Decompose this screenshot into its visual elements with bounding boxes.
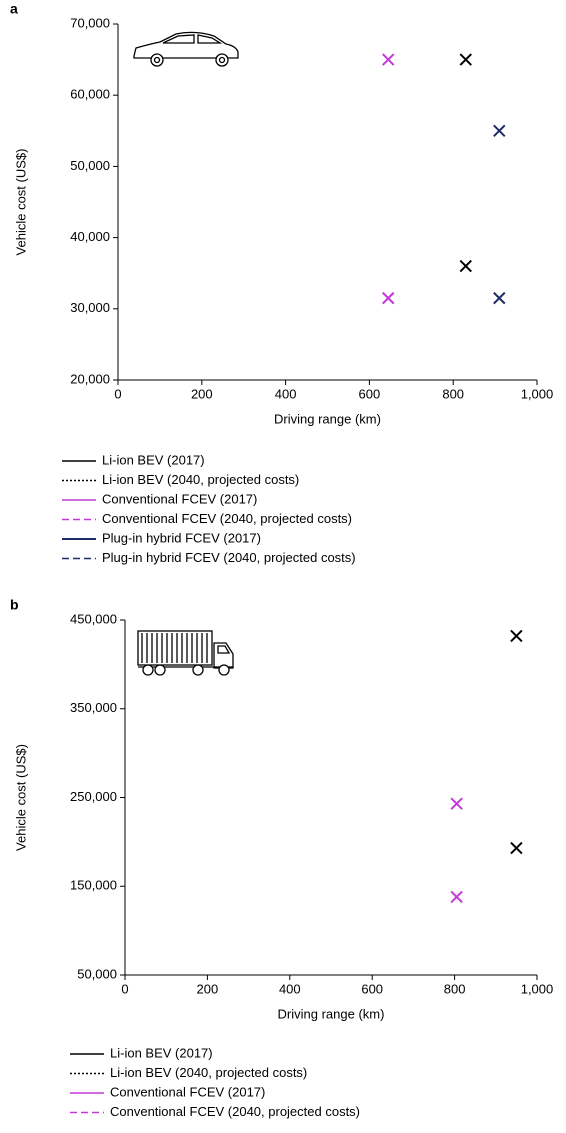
y-tick-label: 40,000 [70, 229, 110, 244]
x-tick-label: 0 [114, 386, 121, 401]
end-marker [510, 629, 523, 643]
legend-label: Conventional FCEV (2040, projected costs… [110, 1104, 360, 1119]
x-tick-label: 200 [191, 386, 213, 401]
legend-label: Conventional FCEV (2017) [110, 1084, 265, 1099]
x-tick-label: 800 [444, 981, 466, 996]
x-tick-label: 600 [361, 981, 383, 996]
x-axis-label: Driving range (km) [278, 1006, 385, 1021]
end-marker [510, 841, 523, 855]
end-marker [493, 124, 506, 138]
y-tick-label: 250,000 [70, 789, 117, 804]
legend-label: Li-ion BEV (2040, projected costs) [102, 472, 299, 487]
y-axis-label: Vehicle cost (US$) [13, 744, 28, 851]
legend-label: Conventional FCEV (2017) [102, 491, 257, 506]
truck-icon [137, 630, 234, 676]
panel-label: b [10, 597, 19, 613]
legend-label: Li-ion BEV (2040, projected costs) [110, 1065, 307, 1080]
end-marker [459, 53, 472, 66]
y-tick-label: 150,000 [70, 878, 117, 893]
y-tick-label: 450,000 [70, 611, 117, 626]
y-axis-label: Vehicle cost (US$) [13, 149, 28, 256]
end-marker [450, 797, 463, 810]
car-icon [133, 31, 239, 67]
legend-label: Plug-in hybrid FCEV (2017) [102, 530, 261, 545]
x-tick-label: 0 [121, 981, 128, 996]
x-tick-label: 400 [279, 981, 301, 996]
y-tick-label: 70,000 [70, 15, 110, 30]
x-axis-label: Driving range (km) [274, 411, 381, 426]
x-tick-label: 800 [442, 386, 464, 401]
end-marker [493, 291, 506, 305]
panel-label: a [10, 1, 18, 17]
legend-label: Li-ion BEV (2017) [102, 452, 205, 467]
y-tick-label: 50,000 [77, 966, 117, 981]
x-tick-label: 200 [197, 981, 219, 996]
legend-label: Conventional FCEV (2040, projected costs… [102, 511, 352, 526]
x-tick-label: 1,000 [521, 981, 554, 996]
end-marker [382, 291, 395, 305]
end-marker [382, 53, 395, 66]
y-tick-label: 60,000 [70, 87, 110, 102]
x-tick-label: 600 [359, 386, 381, 401]
legend-label: Plug-in hybrid FCEV (2040, projected cos… [102, 550, 356, 565]
legend-label: Li-ion BEV (2017) [110, 1045, 213, 1060]
end-marker [459, 259, 472, 273]
x-tick-label: 400 [275, 386, 297, 401]
end-marker [450, 890, 463, 904]
y-tick-label: 350,000 [70, 700, 117, 715]
x-tick-label: 1,000 [521, 386, 554, 401]
y-tick-label: 30,000 [70, 300, 110, 315]
y-tick-label: 50,000 [70, 158, 110, 173]
y-tick-label: 20,000 [70, 371, 110, 386]
